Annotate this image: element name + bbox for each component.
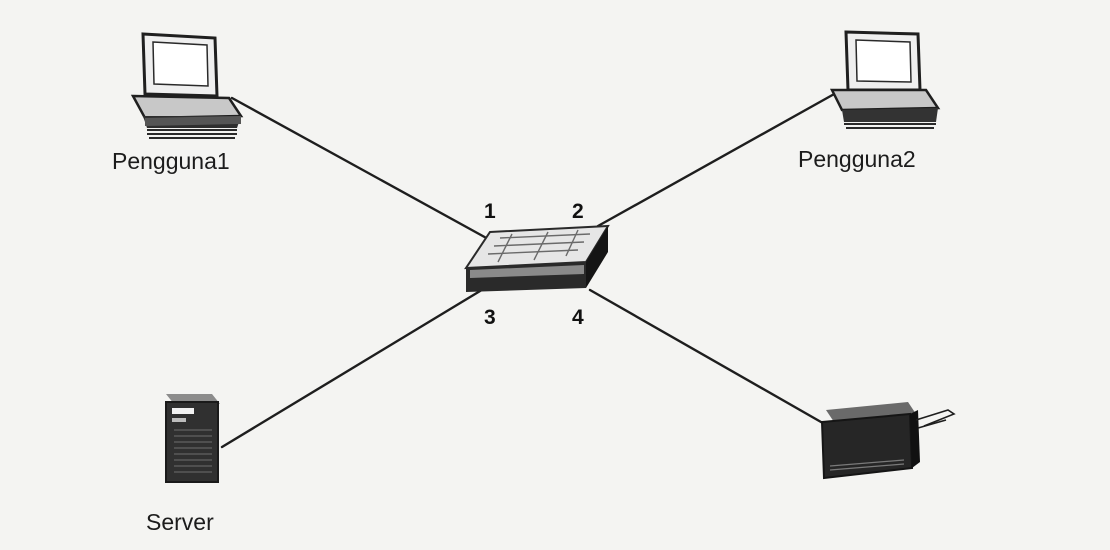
server-label: Server [146, 509, 214, 535]
pengguna1-label: Pengguna1 [112, 148, 230, 174]
link-pengguna1-switch [230, 96, 492, 242]
port-2-label: 2 [572, 200, 584, 223]
port-3-label: 3 [484, 306, 496, 329]
printer-icon [820, 402, 956, 480]
port-4-label: 4 [572, 306, 584, 329]
pengguna2-label: Pengguna2 [798, 146, 916, 172]
network-switch-icon [464, 224, 610, 292]
link-pengguna2-switch [596, 91, 838, 228]
server-tower-icon [165, 394, 220, 483]
desktop-computer-icon [829, 30, 941, 129]
desktop-computer-icon [130, 32, 244, 139]
link-server-switch [220, 283, 492, 449]
port-1-label: 1 [484, 200, 496, 223]
link-printer-switch [588, 288, 830, 428]
